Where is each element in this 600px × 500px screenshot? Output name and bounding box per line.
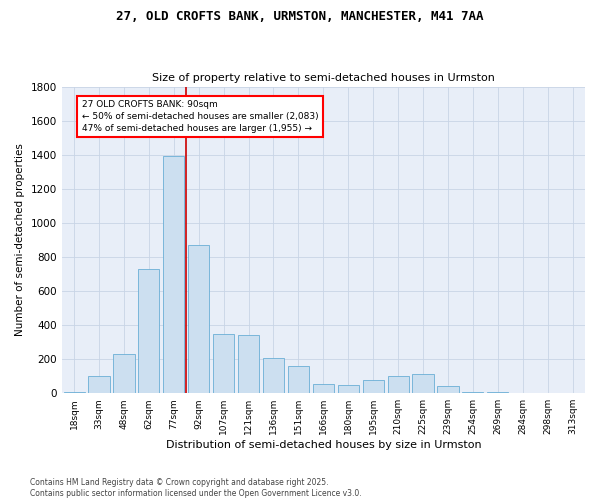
Bar	[238, 336, 259, 393]
Bar	[338, 384, 359, 393]
Title: Size of property relative to semi-detached houses in Urmston: Size of property relative to semi-detach…	[152, 73, 495, 83]
Bar	[64, 392, 85, 393]
Bar	[113, 354, 134, 393]
Text: 27 OLD CROFTS BANK: 90sqm
← 50% of semi-detached houses are smaller (2,083)
47% : 27 OLD CROFTS BANK: 90sqm ← 50% of semi-…	[82, 100, 318, 133]
Y-axis label: Number of semi-detached properties: Number of semi-detached properties	[15, 144, 25, 336]
Bar	[388, 376, 409, 393]
Bar	[487, 392, 508, 393]
Bar	[313, 384, 334, 393]
Bar	[362, 380, 384, 393]
Bar	[138, 269, 160, 393]
Bar	[88, 376, 110, 393]
Bar	[412, 374, 434, 393]
Bar	[288, 366, 309, 393]
Bar	[188, 245, 209, 393]
X-axis label: Distribution of semi-detached houses by size in Urmston: Distribution of semi-detached houses by …	[166, 440, 481, 450]
Bar	[263, 358, 284, 393]
Bar	[512, 392, 533, 393]
Bar	[163, 156, 184, 393]
Bar	[462, 392, 484, 393]
Bar	[437, 386, 458, 393]
Text: Contains HM Land Registry data © Crown copyright and database right 2025.
Contai: Contains HM Land Registry data © Crown c…	[30, 478, 362, 498]
Bar	[213, 334, 234, 393]
Text: 27, OLD CROFTS BANK, URMSTON, MANCHESTER, M41 7AA: 27, OLD CROFTS BANK, URMSTON, MANCHESTER…	[116, 10, 484, 23]
